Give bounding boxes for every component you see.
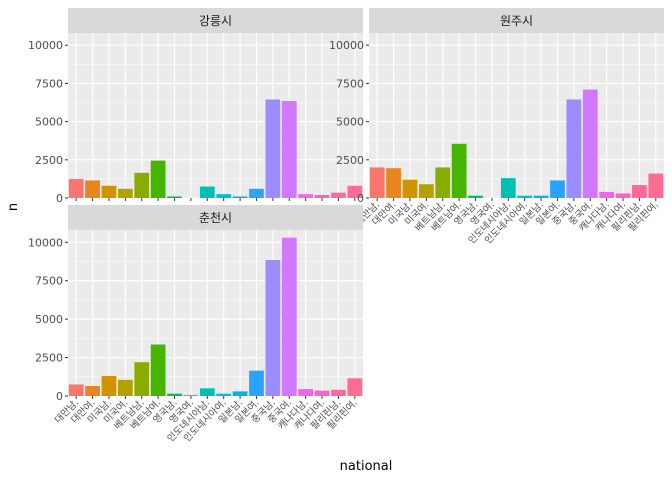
bar bbox=[500, 178, 516, 198]
facet-strip-label: 원주시 bbox=[500, 14, 533, 28]
bar bbox=[281, 100, 297, 198]
panel-background bbox=[68, 230, 363, 396]
y-tick-label: 10000 bbox=[28, 236, 63, 249]
bar bbox=[68, 178, 84, 198]
bar bbox=[85, 386, 100, 396]
y-tick-label: 2500 bbox=[35, 352, 63, 365]
bar bbox=[369, 167, 385, 198]
bar bbox=[435, 167, 451, 198]
bar bbox=[402, 179, 418, 198]
bar bbox=[265, 259, 281, 396]
bar bbox=[517, 195, 533, 198]
bar bbox=[199, 186, 215, 198]
facet-strip bbox=[68, 205, 363, 230]
y-tick-label: 7500 bbox=[336, 77, 364, 90]
bar bbox=[582, 89, 598, 198]
bar bbox=[451, 143, 467, 198]
y-tick-label: 10000 bbox=[329, 39, 364, 52]
bar bbox=[599, 191, 615, 198]
bar bbox=[183, 395, 199, 396]
y-tick-label: 5000 bbox=[35, 116, 63, 129]
bar bbox=[134, 172, 150, 198]
y-tick-label: 2500 bbox=[35, 154, 63, 167]
bar bbox=[216, 194, 232, 198]
bar bbox=[331, 192, 346, 198]
bar bbox=[298, 194, 314, 198]
bar bbox=[117, 379, 133, 396]
bar bbox=[232, 196, 248, 198]
bar bbox=[249, 370, 264, 396]
bar bbox=[85, 180, 100, 198]
facet-strip bbox=[369, 8, 664, 33]
y-tick-label: 5000 bbox=[336, 116, 364, 129]
y-tick-label: 2500 bbox=[336, 154, 364, 167]
bar bbox=[533, 195, 549, 198]
facet-strip-label: 강릉시 bbox=[199, 14, 232, 28]
panel-background bbox=[369, 33, 664, 198]
y-tick-label: 5000 bbox=[35, 313, 63, 326]
bar bbox=[615, 193, 631, 198]
y-tick-label: 7500 bbox=[35, 77, 63, 90]
bar bbox=[566, 99, 582, 198]
bar bbox=[347, 185, 363, 198]
bar bbox=[68, 384, 84, 396]
facet-strip bbox=[68, 8, 363, 33]
bar bbox=[232, 391, 248, 396]
panel-background bbox=[68, 33, 363, 198]
bar bbox=[298, 389, 314, 396]
bar bbox=[134, 362, 150, 396]
bar bbox=[216, 393, 232, 396]
bar bbox=[314, 194, 330, 198]
bar bbox=[550, 180, 565, 198]
facet-panel: 춘천시025005000750010000대만남.대만여.미국남.미국여.베트남… bbox=[28, 205, 363, 444]
facet-panel: 원주시025005000750010000대만남.대만여.미국남.미국여.베트남… bbox=[329, 8, 664, 246]
facet-panel: 강릉시 0 2500 5000 7500 10000 bbox=[28, 8, 363, 205]
y-tick-label: 0 bbox=[56, 390, 63, 403]
bar bbox=[150, 160, 166, 198]
y-tick-label: 0 bbox=[357, 192, 364, 205]
bar bbox=[167, 393, 182, 396]
bar bbox=[347, 378, 363, 396]
y-tick-label: 10000 bbox=[28, 39, 63, 52]
x-axis-title: national bbox=[340, 459, 393, 474]
y-tick-label: 0 bbox=[56, 192, 63, 205]
bar bbox=[167, 196, 182, 198]
bar bbox=[331, 389, 346, 396]
bar bbox=[314, 390, 330, 396]
bar bbox=[150, 344, 166, 396]
facet-strip-label: 춘천시 bbox=[199, 210, 232, 225]
bar bbox=[117, 188, 133, 198]
bar bbox=[199, 388, 215, 396]
bar bbox=[648, 173, 664, 198]
bar bbox=[249, 188, 264, 198]
bar bbox=[281, 237, 297, 396]
y-axis-title: n bbox=[6, 203, 21, 211]
bar bbox=[386, 168, 401, 198]
bar bbox=[632, 185, 647, 198]
bar bbox=[265, 99, 281, 198]
bar bbox=[101, 185, 117, 198]
bar bbox=[418, 184, 434, 198]
bar bbox=[101, 376, 117, 396]
y-tick-label: 7500 bbox=[35, 275, 63, 288]
bar bbox=[468, 195, 483, 198]
